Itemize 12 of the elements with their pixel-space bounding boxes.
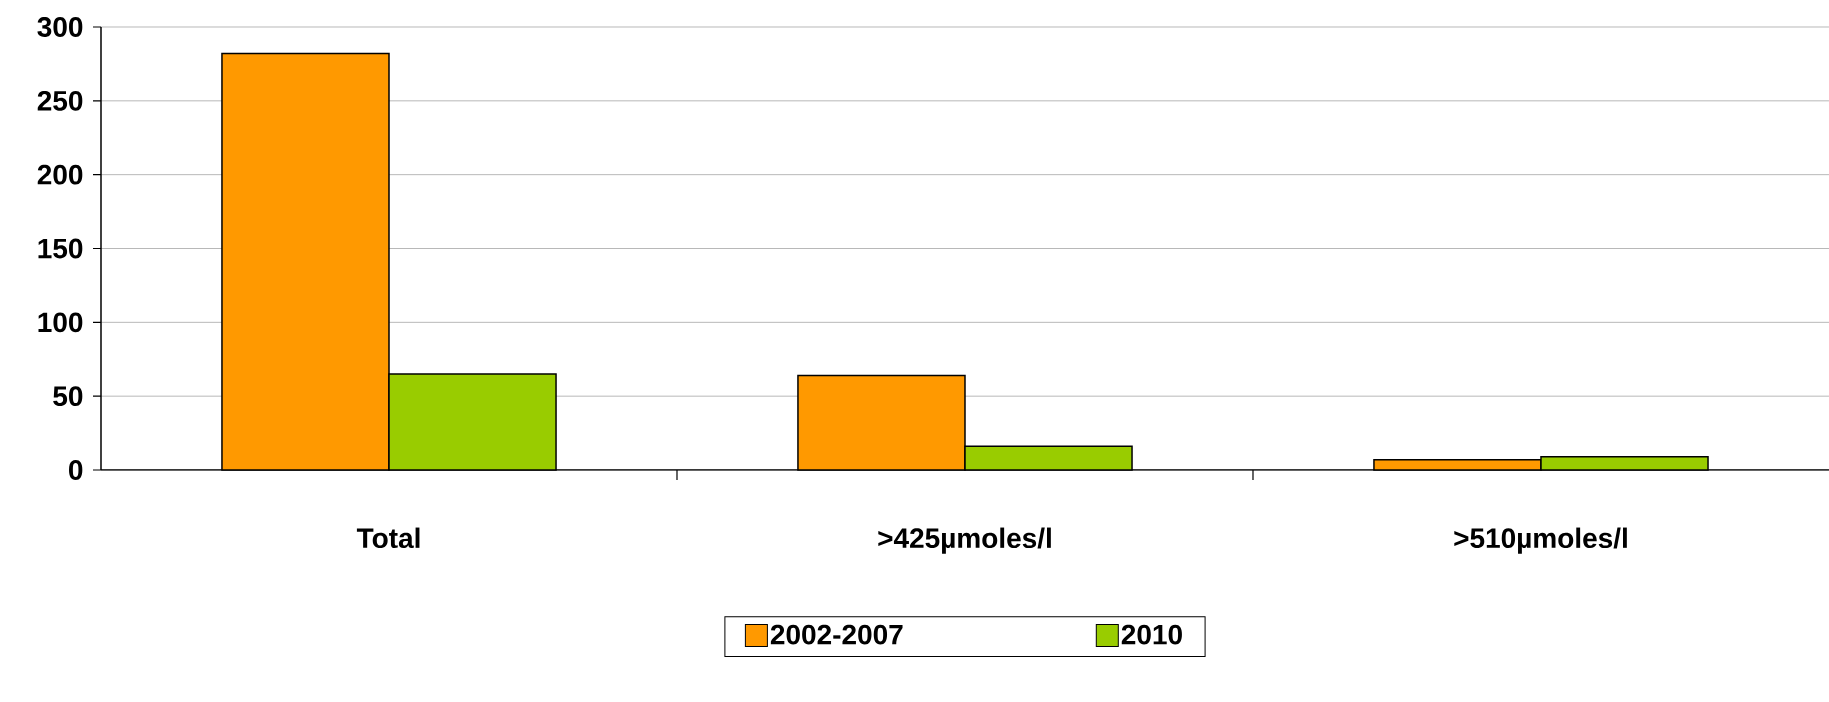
y-tick-label: 0 (69, 460, 83, 480)
y-tick-label: 200 (37, 164, 83, 185)
x-tick-label: Total (356, 527, 420, 549)
y-tick-label: 150 (38, 238, 83, 259)
y-tick-label: 100 (38, 312, 83, 333)
legend-label: 2010 (1121, 624, 1182, 645)
y-tick-label: 250 (37, 90, 83, 111)
x-tick-label: >425µmoles/l (878, 527, 1051, 554)
y-tick-label: 300 (37, 17, 83, 37)
legend-label: 2002-2007 (770, 624, 903, 645)
y-tick-label: 50 (53, 386, 83, 407)
x-tick-label: >510µmoles/l (1454, 527, 1627, 554)
